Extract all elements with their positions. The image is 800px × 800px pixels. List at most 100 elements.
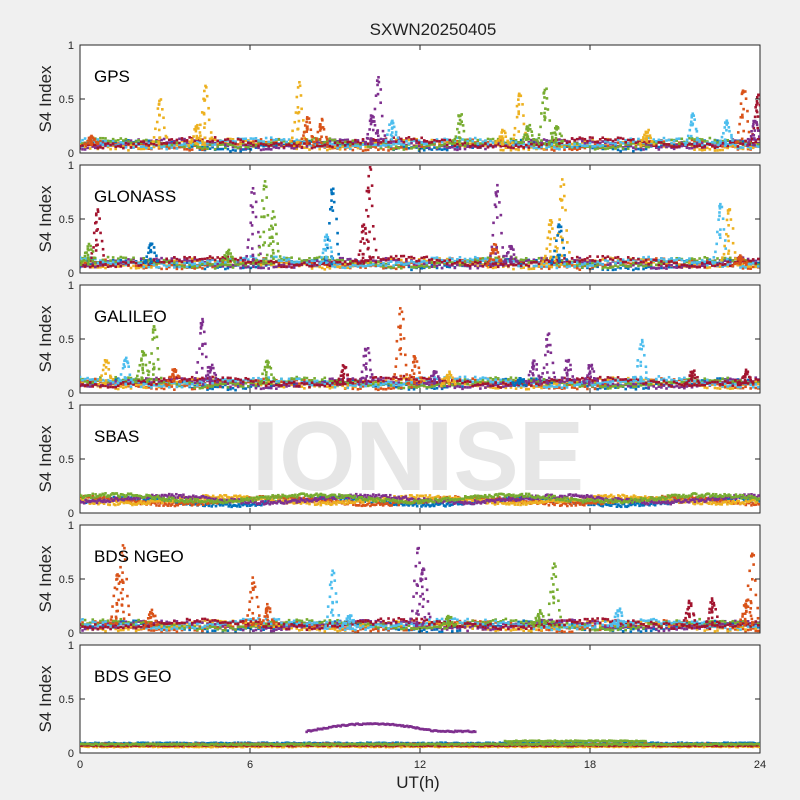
data-point bbox=[685, 259, 689, 262]
data-point bbox=[292, 147, 296, 150]
data-point bbox=[305, 120, 308, 124]
data-point bbox=[382, 148, 385, 151]
data-point bbox=[644, 386, 648, 390]
data-point bbox=[359, 266, 362, 269]
data-point bbox=[252, 261, 255, 265]
data-point bbox=[81, 263, 84, 267]
data-point bbox=[433, 142, 436, 145]
data-point bbox=[647, 258, 650, 261]
data-point bbox=[422, 139, 426, 142]
data-point bbox=[723, 256, 727, 260]
data-point bbox=[561, 237, 564, 240]
data-point bbox=[540, 112, 543, 115]
data-point bbox=[213, 258, 217, 262]
data-point bbox=[757, 135, 760, 138]
data-point bbox=[558, 262, 561, 266]
data-point bbox=[522, 142, 525, 146]
data-point bbox=[471, 143, 474, 147]
data-point bbox=[291, 129, 294, 133]
data-point bbox=[499, 213, 503, 217]
data-point bbox=[468, 263, 472, 266]
data-point bbox=[361, 229, 365, 233]
data-point bbox=[438, 141, 441, 145]
data-point bbox=[119, 255, 123, 259]
data-point bbox=[741, 146, 745, 149]
data-point bbox=[234, 145, 237, 149]
data-point bbox=[665, 260, 668, 263]
data-point bbox=[331, 145, 334, 149]
data-point bbox=[670, 260, 673, 263]
data-point bbox=[300, 107, 303, 111]
data-point bbox=[267, 147, 270, 151]
data-point bbox=[473, 264, 477, 268]
data-point bbox=[479, 138, 482, 141]
data-point bbox=[96, 243, 99, 247]
data-point bbox=[500, 131, 503, 134]
data-point bbox=[680, 266, 684, 269]
data-point bbox=[468, 142, 472, 145]
data-point bbox=[201, 142, 205, 145]
data-point bbox=[655, 382, 658, 386]
data-point bbox=[443, 138, 446, 142]
data-point bbox=[484, 147, 487, 151]
data-point bbox=[548, 243, 552, 246]
data-point bbox=[553, 131, 557, 134]
data-point bbox=[388, 123, 391, 126]
data-point bbox=[374, 94, 378, 97]
data-point bbox=[700, 141, 704, 145]
data-point bbox=[463, 147, 467, 151]
data-point bbox=[512, 133, 516, 137]
data-point bbox=[134, 261, 138, 265]
data-point bbox=[581, 382, 584, 386]
data-point bbox=[255, 258, 259, 262]
data-point bbox=[642, 257, 645, 261]
data-point bbox=[468, 257, 472, 261]
data-point bbox=[229, 258, 232, 261]
data-point bbox=[665, 264, 668, 268]
data-point bbox=[566, 241, 569, 244]
data-point bbox=[296, 86, 300, 89]
data-point bbox=[190, 257, 194, 261]
data-point bbox=[723, 144, 727, 148]
data-point bbox=[684, 141, 688, 144]
data-point bbox=[553, 141, 556, 144]
data-point bbox=[637, 147, 640, 151]
data-point bbox=[346, 138, 350, 142]
data-point bbox=[619, 144, 622, 148]
data-point bbox=[491, 266, 495, 270]
data-point bbox=[91, 264, 95, 267]
data-point bbox=[616, 136, 620, 140]
data-point bbox=[715, 242, 719, 246]
data-point bbox=[190, 138, 194, 141]
data-point bbox=[150, 140, 153, 144]
data-point bbox=[310, 264, 314, 268]
data-point bbox=[106, 144, 110, 147]
data-point bbox=[559, 225, 563, 229]
data-point bbox=[379, 258, 383, 261]
data-point bbox=[80, 140, 82, 144]
data-point bbox=[331, 264, 334, 268]
data-point bbox=[548, 119, 552, 122]
data-point bbox=[180, 143, 184, 147]
data-point bbox=[149, 250, 153, 254]
data-point bbox=[505, 254, 508, 258]
data-point bbox=[346, 140, 350, 144]
data-point bbox=[98, 217, 101, 220]
data-point bbox=[438, 263, 441, 266]
data-point bbox=[116, 262, 120, 266]
data-point bbox=[700, 262, 704, 265]
data-point bbox=[428, 141, 431, 145]
data-point bbox=[328, 260, 332, 264]
data-point bbox=[514, 139, 518, 142]
data-point bbox=[570, 145, 574, 149]
data-point bbox=[198, 261, 202, 265]
data-point bbox=[504, 131, 507, 135]
data-point bbox=[484, 143, 487, 147]
data-point bbox=[328, 142, 332, 146]
data-point bbox=[524, 145, 528, 149]
data-point bbox=[193, 264, 197, 268]
data-point bbox=[147, 146, 151, 149]
data-point bbox=[524, 143, 528, 147]
data-point bbox=[328, 258, 332, 262]
data-point bbox=[703, 140, 707, 143]
